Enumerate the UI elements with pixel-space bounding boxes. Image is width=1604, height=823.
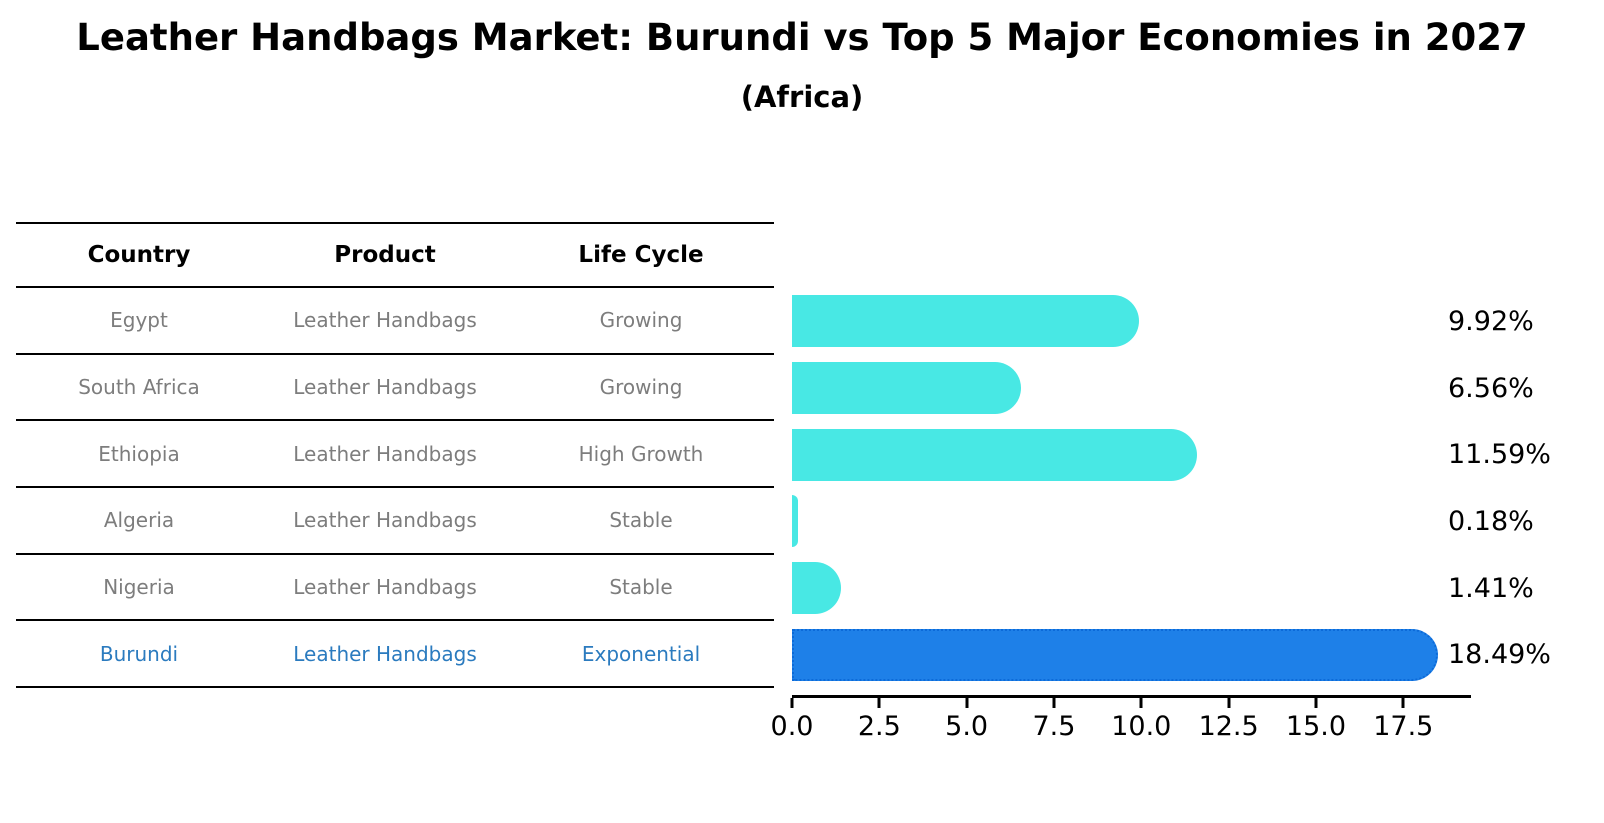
table-row-algeria: Algeria Leather Handbags Stable (16, 488, 774, 555)
table-header-lifecycle: Life Cycle (578, 242, 704, 268)
value-label-nigeria: 1.41% (1448, 572, 1534, 604)
table-cell-product: Leather Handbags (293, 308, 477, 333)
table-row-south-africa: South Africa Leather Handbags Growing (16, 355, 774, 422)
country-table: Country Product Life Cycle Egypt Leather … (16, 222, 774, 688)
table-cell-lifecycle: Stable (609, 574, 673, 599)
table-cell-country: Nigeria (103, 574, 175, 599)
x-tick-label: 15.0 (1285, 711, 1347, 742)
table-header-product: Product (334, 242, 436, 268)
table-cell-lifecycle: High Growth (578, 441, 704, 466)
bar-egypt (792, 295, 1139, 348)
table-header-row: Country Product Life Cycle (16, 222, 774, 288)
value-label-egypt: 9.92% (1448, 305, 1534, 337)
table-row-egypt: Egypt Leather Handbags Growing (16, 288, 774, 355)
bar-chart-area (792, 288, 1470, 688)
table-row-burundi: Burundi Leather Handbags Exponential (16, 621, 774, 688)
table-cell-country: Burundi (99, 641, 179, 666)
x-tick-label: 7.5 (1032, 711, 1076, 742)
table-cell-lifecycle: Growing (599, 308, 683, 333)
x-tick-mark (1139, 698, 1143, 708)
value-label-row: 0.18% (1448, 488, 1604, 555)
value-label-row: 11.59% (1448, 421, 1604, 488)
value-label-burundi: 18.49% (1448, 639, 1551, 671)
table-cell-product: Leather Handbags (293, 441, 477, 466)
table-cell-product: Leather Handbags (293, 574, 477, 599)
x-tick-label: 0.0 (770, 711, 814, 742)
value-label-row: 18.49% (1448, 621, 1604, 688)
table-cell-product: Leather Handbags (293, 641, 477, 666)
bar-row-egypt (792, 288, 1470, 355)
x-tick-label: 2.5 (857, 711, 901, 742)
bar-row-south-africa (792, 355, 1470, 422)
bar-burundi (792, 628, 1438, 681)
table-header-country: Country (87, 242, 191, 268)
chart-title: Leather Handbags Market: Burundi vs Top … (76, 16, 1528, 59)
value-label-row: 9.92% (1448, 288, 1604, 355)
bar-row-algeria (792, 488, 1470, 555)
bar-south-africa (792, 362, 1022, 414)
table-cell-product: Leather Handbags (293, 508, 477, 533)
table-cell-lifecycle: Stable (609, 508, 673, 533)
table-cell-country: Ethiopia (98, 441, 180, 466)
table-cell-product: Leather Handbags (293, 374, 477, 399)
x-tick-label: 10.0 (1111, 711, 1172, 742)
bar-row-ethiopia (792, 421, 1470, 488)
x-tick-mark (790, 698, 794, 708)
bar-ethiopia (792, 428, 1197, 481)
x-tick-label: 5.0 (945, 711, 989, 742)
x-axis-line (792, 695, 1471, 698)
value-label-column: 9.92% 6.56% 11.59% 0.18% 1.41% 18.49% (1448, 288, 1604, 688)
x-tick-mark (1401, 698, 1405, 708)
x-tick-mark (1227, 698, 1231, 708)
table-cell-country: Algeria (103, 508, 175, 533)
table-row-ethiopia: Ethiopia Leather Handbags High Growth (16, 421, 774, 488)
bar-row-burundi (792, 621, 1470, 688)
value-label-row: 6.56% (1448, 355, 1604, 422)
x-tick-label: 17.5 (1373, 711, 1434, 742)
value-label-south-africa: 6.56% (1448, 372, 1534, 404)
table-cell-country: South Africa (78, 374, 200, 399)
table-cell-lifecycle: Growing (599, 374, 683, 399)
bar-algeria (792, 495, 799, 548)
bar-nigeria (792, 562, 842, 615)
bar-row-nigeria (792, 555, 1470, 622)
table-cell-lifecycle: Exponential (581, 641, 701, 666)
table-body: Egypt Leather Handbags Growing South Africa… (16, 288, 774, 688)
x-axis-ticks: 0.0 2.5 5.0 7.5 10.0 12.5 15.0 17.5 (771, 698, 1470, 754)
table-cell-country: Egypt (110, 308, 168, 333)
x-tick-mark (877, 698, 881, 708)
value-label-row: 1.41% (1448, 555, 1604, 622)
x-tick-mark (1052, 698, 1056, 708)
table-row-nigeria: Nigeria Leather Handbags Stable (16, 555, 774, 622)
x-tick-mark (965, 698, 969, 708)
value-label-algeria: 0.18% (1448, 505, 1534, 537)
chart-subtitle: (Africa) (740, 80, 864, 114)
value-label-ethiopia: 11.59% (1448, 439, 1551, 471)
x-tick-label: 12.5 (1198, 711, 1259, 742)
x-tick-mark (1314, 698, 1318, 708)
